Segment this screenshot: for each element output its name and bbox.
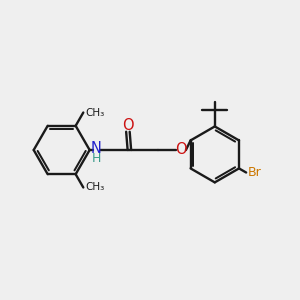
Text: H: H	[92, 152, 101, 165]
Text: Br: Br	[248, 166, 262, 179]
Text: CH₃: CH₃	[85, 107, 104, 118]
Text: O: O	[175, 142, 187, 158]
Text: CH₃: CH₃	[85, 182, 104, 193]
Text: O: O	[122, 118, 134, 134]
Text: N: N	[91, 141, 102, 156]
